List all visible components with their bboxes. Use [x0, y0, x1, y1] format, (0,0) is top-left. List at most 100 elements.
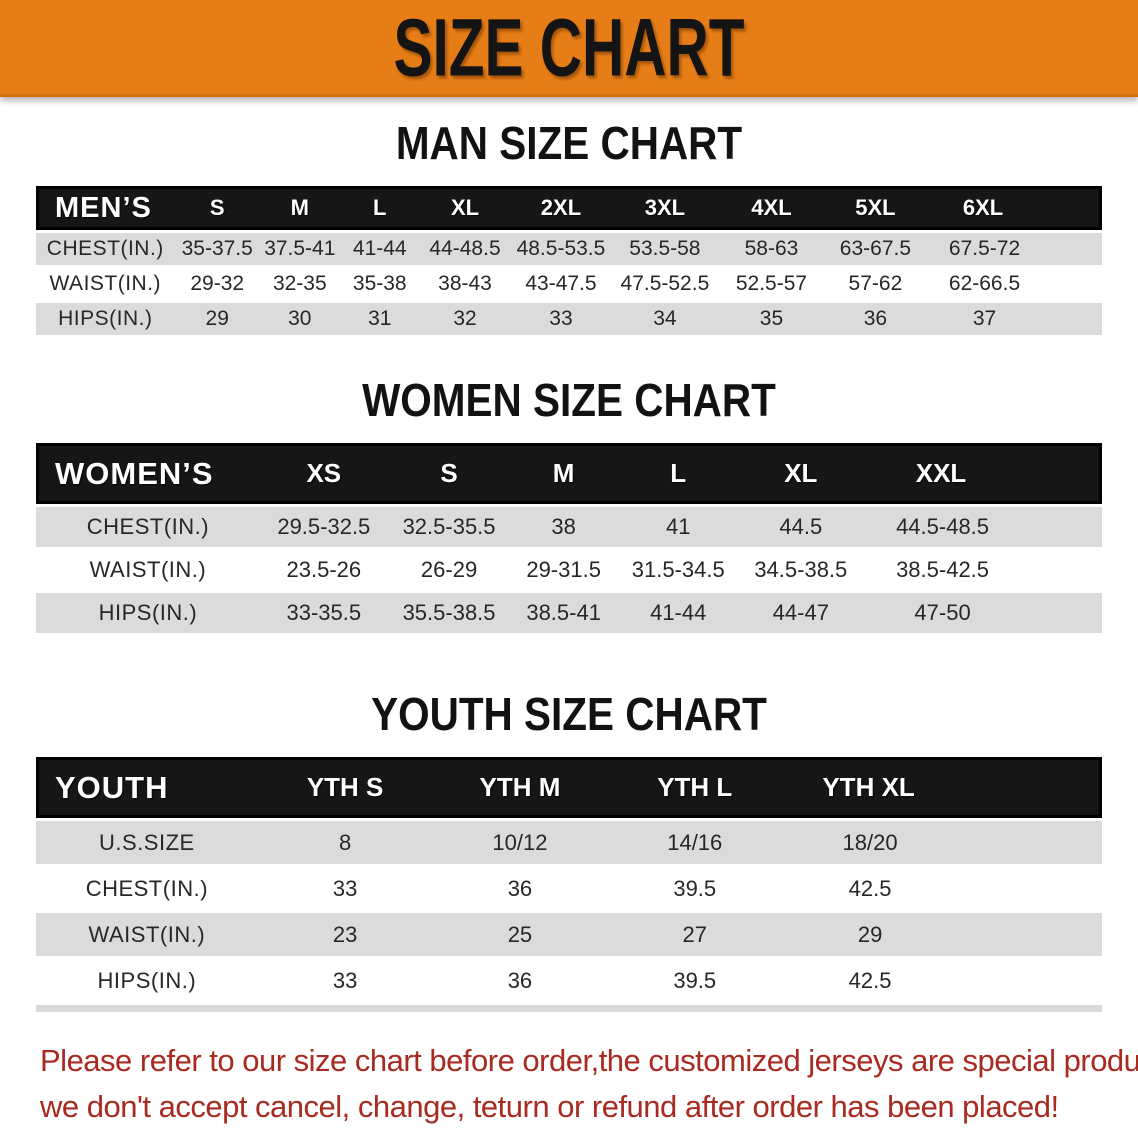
value-cell: 10/12 [432, 821, 608, 864]
value-cell: 44-48.5 [419, 233, 511, 265]
value-cell: 58-63 [718, 233, 825, 265]
value-cell: 36 [824, 303, 927, 335]
value-cell: 14/16 [607, 821, 783, 864]
disclaimer-note: Please refer to our size chart before or… [40, 1038, 1138, 1130]
size-column-header: M [259, 186, 340, 230]
table-row: CHEST(IN.) 33 36 39.5 42.5 [36, 867, 1102, 910]
value-cell: 32-35 [259, 268, 340, 300]
value-cell: 35 [718, 303, 825, 335]
size-column-header: YTH M [432, 757, 608, 818]
value-cell: 33 [257, 959, 433, 1002]
size-chart-banner: SIZE CHART [0, 0, 1138, 97]
value-cell: 34.5-38.5 [739, 550, 863, 590]
value-cell: 38.5-42.5 [862, 550, 1102, 590]
value-cell: 37 [926, 303, 1102, 335]
size-column-header: M [510, 443, 617, 504]
value-cell: 23 [257, 913, 433, 956]
women-section-heading: WOMEN SIZE CHART [362, 374, 776, 426]
value-cell: 42.5 [782, 867, 1102, 910]
table-row: U.S.SIZE 8 10/12 14/16 18/20 [36, 821, 1102, 864]
value-cell: 27 [607, 913, 783, 956]
value-cell: 35-38 [339, 268, 420, 300]
value-cell: 44-47 [739, 593, 863, 633]
row-label: WAIST(IN.) [36, 268, 175, 300]
table-header-row: YOUTH YTH S YTH M YTH L YTH XL [36, 757, 1102, 818]
women-group-label: WOMEN’S [36, 443, 260, 504]
value-cell: 23.5-26 [259, 550, 388, 590]
value-cell: 29.5-32.5 [259, 507, 388, 547]
value-cell: 36 [432, 867, 608, 910]
value-cell: 33-35.5 [259, 593, 388, 633]
size-column-header: L [616, 443, 740, 504]
value-cell: 32 [419, 303, 511, 335]
size-column-header: XS [259, 443, 388, 504]
value-cell: 47-50 [862, 593, 1102, 633]
disclaimer-line-1: Please refer to our size chart before or… [40, 1043, 1138, 1078]
table-row: HIPS(IN.) 33-35.5 35.5-38.5 38.5-41 41-44 44-… [36, 593, 1102, 633]
value-cell: 29-32 [174, 268, 260, 300]
value-cell: 52.5-57 [718, 268, 825, 300]
men-group-label: MEN’S [36, 186, 175, 230]
women-size-table: WOMEN’S XS S M L XL XXL CHEST(IN.) 29.5-32.5 32.5… [36, 440, 1102, 636]
size-column-header: YTH S [257, 757, 433, 818]
table-header-row: MEN’S S M L XL 2XL 3XL 4XL 5XL 6XL [36, 186, 1102, 230]
size-section-men: MAN SIZE CHART MEN’S S M L XL 2XL 3XL 4XL 5XL 6XL C… [0, 117, 1138, 338]
value-cell: 39.5 [607, 959, 783, 1002]
row-label: CHEST(IN.) [36, 867, 258, 910]
value-cell: 44.5 [739, 507, 863, 547]
value-cell: 67.5-72 [926, 233, 1102, 265]
value-cell: 42.5 [782, 959, 1102, 1002]
size-chart-sections: MAN SIZE CHART MEN’S S M L XL 2XL 3XL 4XL 5XL 6XL C… [0, 117, 1138, 1012]
row-label: HIPS(IN.) [36, 303, 175, 335]
youth-section-heading: YOUTH SIZE CHART [371, 688, 767, 740]
size-column-header: XL [419, 186, 511, 230]
table-header-row: WOMEN’S XS S M L XL XXL [36, 443, 1102, 504]
value-cell: 41-44 [616, 593, 740, 633]
value-cell: 47.5-52.5 [611, 268, 719, 300]
table-row: HIPS(IN.) 33 36 39.5 42.5 [36, 959, 1102, 1002]
row-label: WAIST(IN.) [36, 913, 258, 956]
men-size-table: MEN’S S M L XL 2XL 3XL 4XL 5XL 6XL CHEST(IN.) 35-37… [36, 183, 1102, 338]
size-column-header: S [387, 443, 511, 504]
value-cell: 32.5-35.5 [387, 507, 511, 547]
value-cell: 63-67.5 [824, 233, 927, 265]
value-cell: 48.5-53.5 [510, 233, 612, 265]
value-cell: 41-44 [339, 233, 420, 265]
value-cell: 26-29 [387, 550, 511, 590]
value-cell: 57-62 [824, 268, 927, 300]
value-cell: 38.5-41 [510, 593, 617, 633]
table-row: WAIST(IN.) 23.5-26 26-29 29-31.5 31.5-34.5 34… [36, 550, 1102, 590]
row-label: U.S.SIZE [36, 821, 258, 864]
size-section-youth: YOUTH SIZE CHART YOUTH YTH S YTH M YTH L YTH … [0, 688, 1138, 1012]
size-column-header: YTH L [607, 757, 783, 818]
value-cell: 35.5-38.5 [387, 593, 511, 633]
value-cell: 41 [616, 507, 740, 547]
table-row: HIPS(IN.) 29 30 31 32 33 34 35 36 37 [36, 303, 1102, 335]
table-row: WAIST(IN.) 29-32 32-35 35-38 38-43 43-47.5 47.… [36, 268, 1102, 300]
row-label: HIPS(IN.) [36, 593, 260, 633]
table-row: CHEST(IN.) 29.5-32.5 32.5-35.5 38 41 44.5 44.5… [36, 507, 1102, 547]
value-cell: 43-47.5 [510, 268, 612, 300]
table-row: CHEST(IN.) 35-37.5 37.5-41 41-44 44-48.5 48.5… [36, 233, 1102, 265]
value-cell: 62-66.5 [926, 268, 1102, 300]
value-cell: 30 [259, 303, 340, 335]
value-cell: 38-43 [419, 268, 511, 300]
banner-title: SIZE CHART [393, 0, 745, 94]
size-column-header: YTH XL [782, 757, 1102, 818]
men-section-heading: MAN SIZE CHART [395, 117, 743, 169]
value-cell: 8 [257, 821, 433, 864]
size-column-header: 4XL [718, 186, 825, 230]
value-cell: 29 [782, 913, 1102, 956]
value-cell: 18/20 [782, 821, 1102, 864]
disclaimer-line-2: we don't accept cancel, change, teturn o… [40, 1089, 1059, 1124]
value-cell: 34 [611, 303, 719, 335]
value-cell: 36 [432, 959, 608, 1002]
row-label: CHEST(IN.) [36, 233, 175, 265]
value-cell: 39.5 [607, 867, 783, 910]
size-column-header: XXL [862, 443, 1102, 504]
value-cell: 35-37.5 [174, 233, 260, 265]
row-label: HIPS(IN.) [36, 959, 258, 1002]
youth-size-table: YOUTH YTH S YTH M YTH L YTH XL U.S.SIZE 8 10/12… [36, 754, 1102, 1012]
size-column-header: 2XL [510, 186, 612, 230]
